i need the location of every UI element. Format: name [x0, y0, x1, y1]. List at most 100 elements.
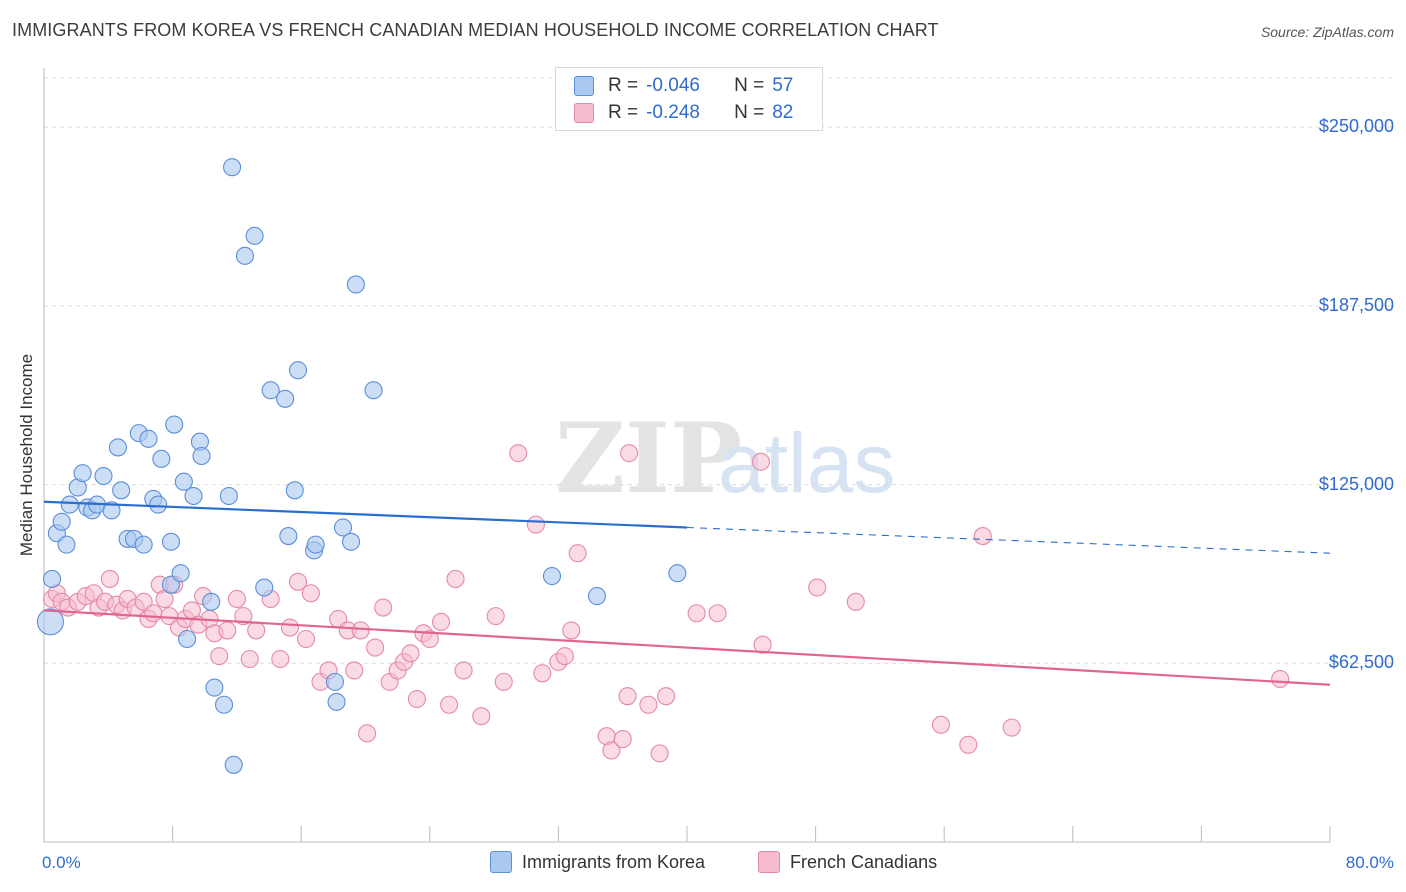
- french-point-16: [144, 604, 163, 623]
- french-point-84: [931, 715, 951, 734]
- korea-point-19: [139, 429, 158, 448]
- french-point-73: [620, 444, 639, 463]
- french-point-60: [472, 707, 491, 726]
- korea-point-54: [542, 567, 562, 586]
- french-point-46: [358, 724, 377, 743]
- bottom-korea-swatch: [490, 851, 512, 873]
- french-point-53: [407, 689, 426, 709]
- french-point-38: [296, 629, 316, 649]
- french-r-label: R =: [608, 102, 639, 123]
- y-tick-label-1: $125,000: [1318, 473, 1394, 494]
- french-point-65: [533, 664, 552, 683]
- korea-point-31: [192, 446, 211, 466]
- korea-point-40: [255, 578, 274, 597]
- french-point-86: [973, 527, 992, 546]
- korea-trend-extension: [686, 526, 1331, 554]
- korea-point-12: [102, 501, 121, 520]
- french-point-37: [288, 572, 308, 591]
- y-tick-label-2: $187,500: [1318, 294, 1394, 315]
- watermark-zip: ZIP: [555, 402, 742, 515]
- korea-r-value: -0.046: [646, 75, 700, 96]
- legend-row-korea: R = -0.046 N = 57: [574, 74, 793, 98]
- french-swatch: [574, 103, 594, 123]
- axes: [43, 68, 1331, 843]
- chart-title: IMMIGRANTS FROM KOREA VS FRENCH CANADIAN…: [12, 20, 939, 40]
- french-point-72: [613, 730, 632, 749]
- french-point-30: [227, 589, 246, 609]
- french-point-78: [687, 604, 706, 623]
- french-point-77: [657, 687, 676, 706]
- french-point-83: [846, 592, 865, 611]
- korea-point-1: [42, 569, 62, 588]
- korea-point-3: [52, 512, 71, 531]
- korea-point-55: [587, 587, 607, 606]
- french-point-67: [555, 647, 574, 666]
- korea-point-45: [288, 361, 308, 380]
- korea-point-36: [224, 755, 243, 774]
- y-tick-label-0: $62,500: [1328, 652, 1394, 673]
- korea-point-56: [668, 564, 687, 583]
- korea-point-14: [112, 481, 131, 500]
- french-point-57: [440, 695, 459, 714]
- korea-point-22: [152, 449, 171, 468]
- french-point-69: [568, 544, 587, 563]
- french-point-35: [271, 649, 290, 669]
- french-point-29: [218, 621, 237, 640]
- bottom-korea-label: Immigrants from Korea: [522, 851, 706, 872]
- korea-point-32: [202, 592, 221, 611]
- french-point-63: [509, 444, 528, 463]
- korea-point-7: [73, 464, 92, 483]
- french-point-39: [301, 584, 320, 603]
- korea-point-33: [205, 678, 224, 697]
- korea-point-28: [178, 629, 197, 649]
- y-tick-label-3: $250,000: [1318, 116, 1394, 137]
- french-point-28: [210, 647, 229, 666]
- french-point-82: [808, 578, 827, 597]
- korea-point-47: [306, 535, 325, 554]
- korea-point-34: [214, 695, 234, 714]
- korea-point-49: [333, 518, 353, 537]
- x-tick-label-min: 0.0%: [42, 853, 81, 872]
- korea-point-37: [223, 158, 242, 177]
- korea-point-24: [161, 532, 181, 551]
- watermark-atlas: atlas: [718, 416, 895, 510]
- french-point-62: [494, 672, 513, 691]
- x-tick-label-max: 80.0%: [1345, 853, 1394, 872]
- korea-point-13: [108, 438, 127, 457]
- french-trend-line: [43, 609, 1331, 686]
- korea-trend-line: [43, 500, 688, 529]
- french-point-55: [420, 629, 439, 649]
- korea-point-52: [346, 275, 365, 294]
- french-n-label: N =: [734, 102, 765, 123]
- french-point-47: [366, 638, 385, 657]
- korea-point-4: [57, 535, 76, 554]
- korea-point-41: [261, 381, 280, 400]
- french-point-61: [486, 607, 505, 626]
- french-point-71: [602, 741, 621, 760]
- french-point-44: [345, 661, 364, 680]
- french-point-81: [751, 452, 770, 471]
- french-point-85: [959, 735, 978, 754]
- korea-point-53: [364, 381, 383, 400]
- french-point-36: [280, 618, 299, 637]
- trend-lines: [43, 500, 1331, 686]
- french-point-32: [240, 649, 259, 669]
- french-r-value: -0.248: [646, 102, 700, 123]
- korea-point-44: [285, 481, 304, 500]
- korea-point-50: [341, 532, 361, 551]
- korea-point-0: [36, 608, 64, 636]
- correlation-legend: R = -0.046 N = 57 R = -0.248 N = 82: [555, 67, 823, 131]
- french-point-79: [708, 604, 727, 623]
- grid-lines: [44, 77, 1395, 664]
- french-point-76: [650, 744, 669, 763]
- french-point-48: [374, 598, 393, 617]
- french-point-45: [351, 621, 370, 640]
- korea-point-11: [94, 466, 113, 486]
- korea-point-25: [165, 415, 184, 434]
- french-point-64: [526, 515, 545, 534]
- korea-point-29: [184, 486, 203, 506]
- french-point-56: [432, 612, 451, 631]
- korea-point-27: [174, 472, 193, 491]
